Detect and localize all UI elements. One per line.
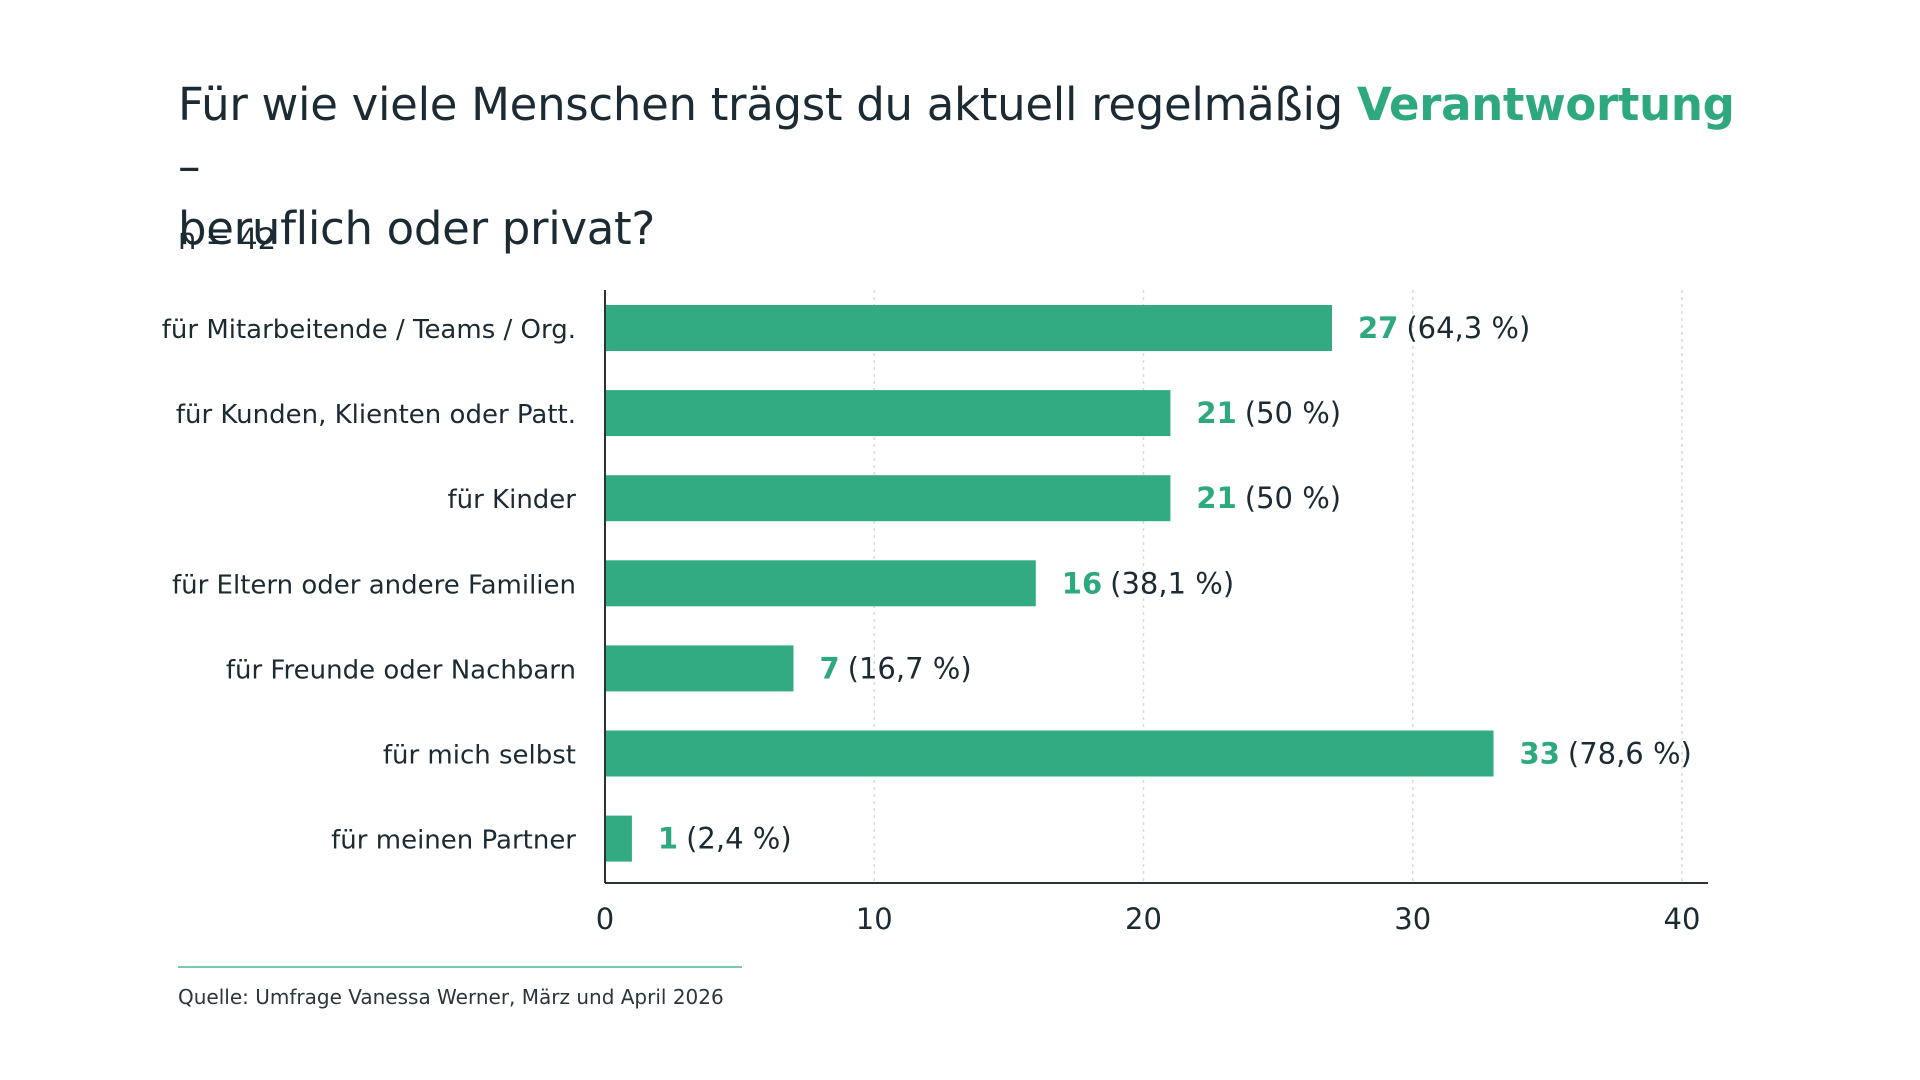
x-tick-label: 10	[856, 902, 893, 936]
data-label: 1 (2,4 %)	[658, 822, 792, 856]
data-label-count: 27	[1358, 311, 1398, 345]
category-label: für Eltern oder andere Familien	[172, 570, 576, 600]
category-label: für Kinder	[447, 485, 576, 515]
data-label-count: 16	[1062, 566, 1102, 600]
category-label: für Mitarbeitende / Teams / Org.	[162, 315, 576, 345]
bar	[605, 475, 1171, 522]
data-label: 21 (50 %)	[1196, 396, 1341, 430]
source-note: Quelle: Umfrage Vanessa Werner, März und…	[178, 985, 724, 1009]
data-label: 27 (64,3 %)	[1358, 311, 1530, 345]
data-label-percent: (64,3 %)	[1406, 311, 1530, 345]
data-label-count: 33	[1520, 737, 1560, 771]
x-tick-label: 30	[1394, 902, 1431, 936]
data-label-count: 21	[1196, 481, 1236, 515]
data-label: 21 (50 %)	[1196, 481, 1341, 515]
x-tick-label: 20	[1125, 902, 1162, 936]
data-label-count: 1	[658, 822, 678, 856]
x-tick-label: 40	[1664, 902, 1701, 936]
bar	[605, 560, 1036, 607]
bar	[605, 815, 632, 862]
x-tick-label: 0	[596, 902, 614, 936]
title-line-2: beruflich oder privat?	[178, 202, 655, 255]
data-label-percent: (78,6 %)	[1568, 737, 1692, 771]
title-part-1: Für wie viele Menschen trägst du aktuell…	[178, 78, 1357, 131]
source-divider	[178, 966, 742, 968]
chart-title: Für wie viele Menschen trägst du aktuell…	[178, 74, 1738, 260]
title-part-2: –	[178, 140, 201, 193]
category-label: für Freunde oder Nachbarn	[226, 655, 576, 685]
title-highlight: Verantwortung	[1356, 78, 1735, 131]
data-label-percent: (50 %)	[1245, 396, 1341, 430]
data-label-percent: (50 %)	[1245, 481, 1341, 515]
data-label: 33 (78,6 %)	[1520, 737, 1692, 771]
data-label-percent: (38,1 %)	[1110, 566, 1234, 600]
bar	[605, 305, 1332, 351]
axes	[604, 290, 1708, 884]
category-label: für meinen Partner	[331, 826, 576, 856]
data-label-percent: (2,4 %)	[686, 822, 792, 856]
data-label: 7 (16,7 %)	[819, 651, 971, 685]
category-label: für Kunden, Klienten oder Patt.	[176, 400, 576, 430]
data-label-count: 7	[819, 651, 839, 685]
bar	[605, 645, 794, 692]
data-label-count: 21	[1196, 396, 1236, 430]
bar	[605, 390, 1171, 437]
category-label: für mich selbst	[383, 741, 576, 771]
labels: 0 10 20 30 40 für Mitarbeitende / Teams / Org…	[162, 311, 1701, 936]
bars	[605, 305, 1494, 862]
bar	[605, 730, 1494, 777]
data-label: 16 (38,1 %)	[1062, 566, 1234, 600]
sample-size: n = 42	[178, 222, 277, 256]
data-label-percent: (16,7 %)	[848, 651, 972, 685]
